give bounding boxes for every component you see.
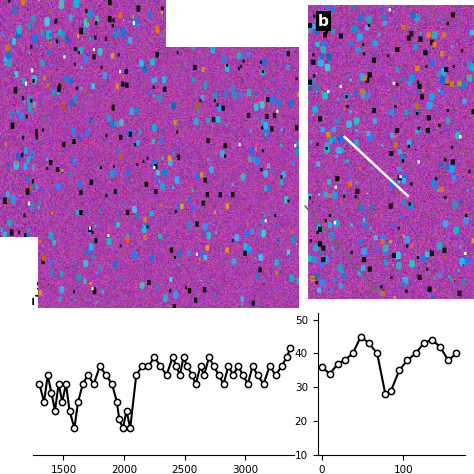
Text: ar zone: ar zone <box>26 180 67 191</box>
Text: Shear zone: Shear zone <box>36 280 110 293</box>
Text: b: b <box>318 14 329 28</box>
